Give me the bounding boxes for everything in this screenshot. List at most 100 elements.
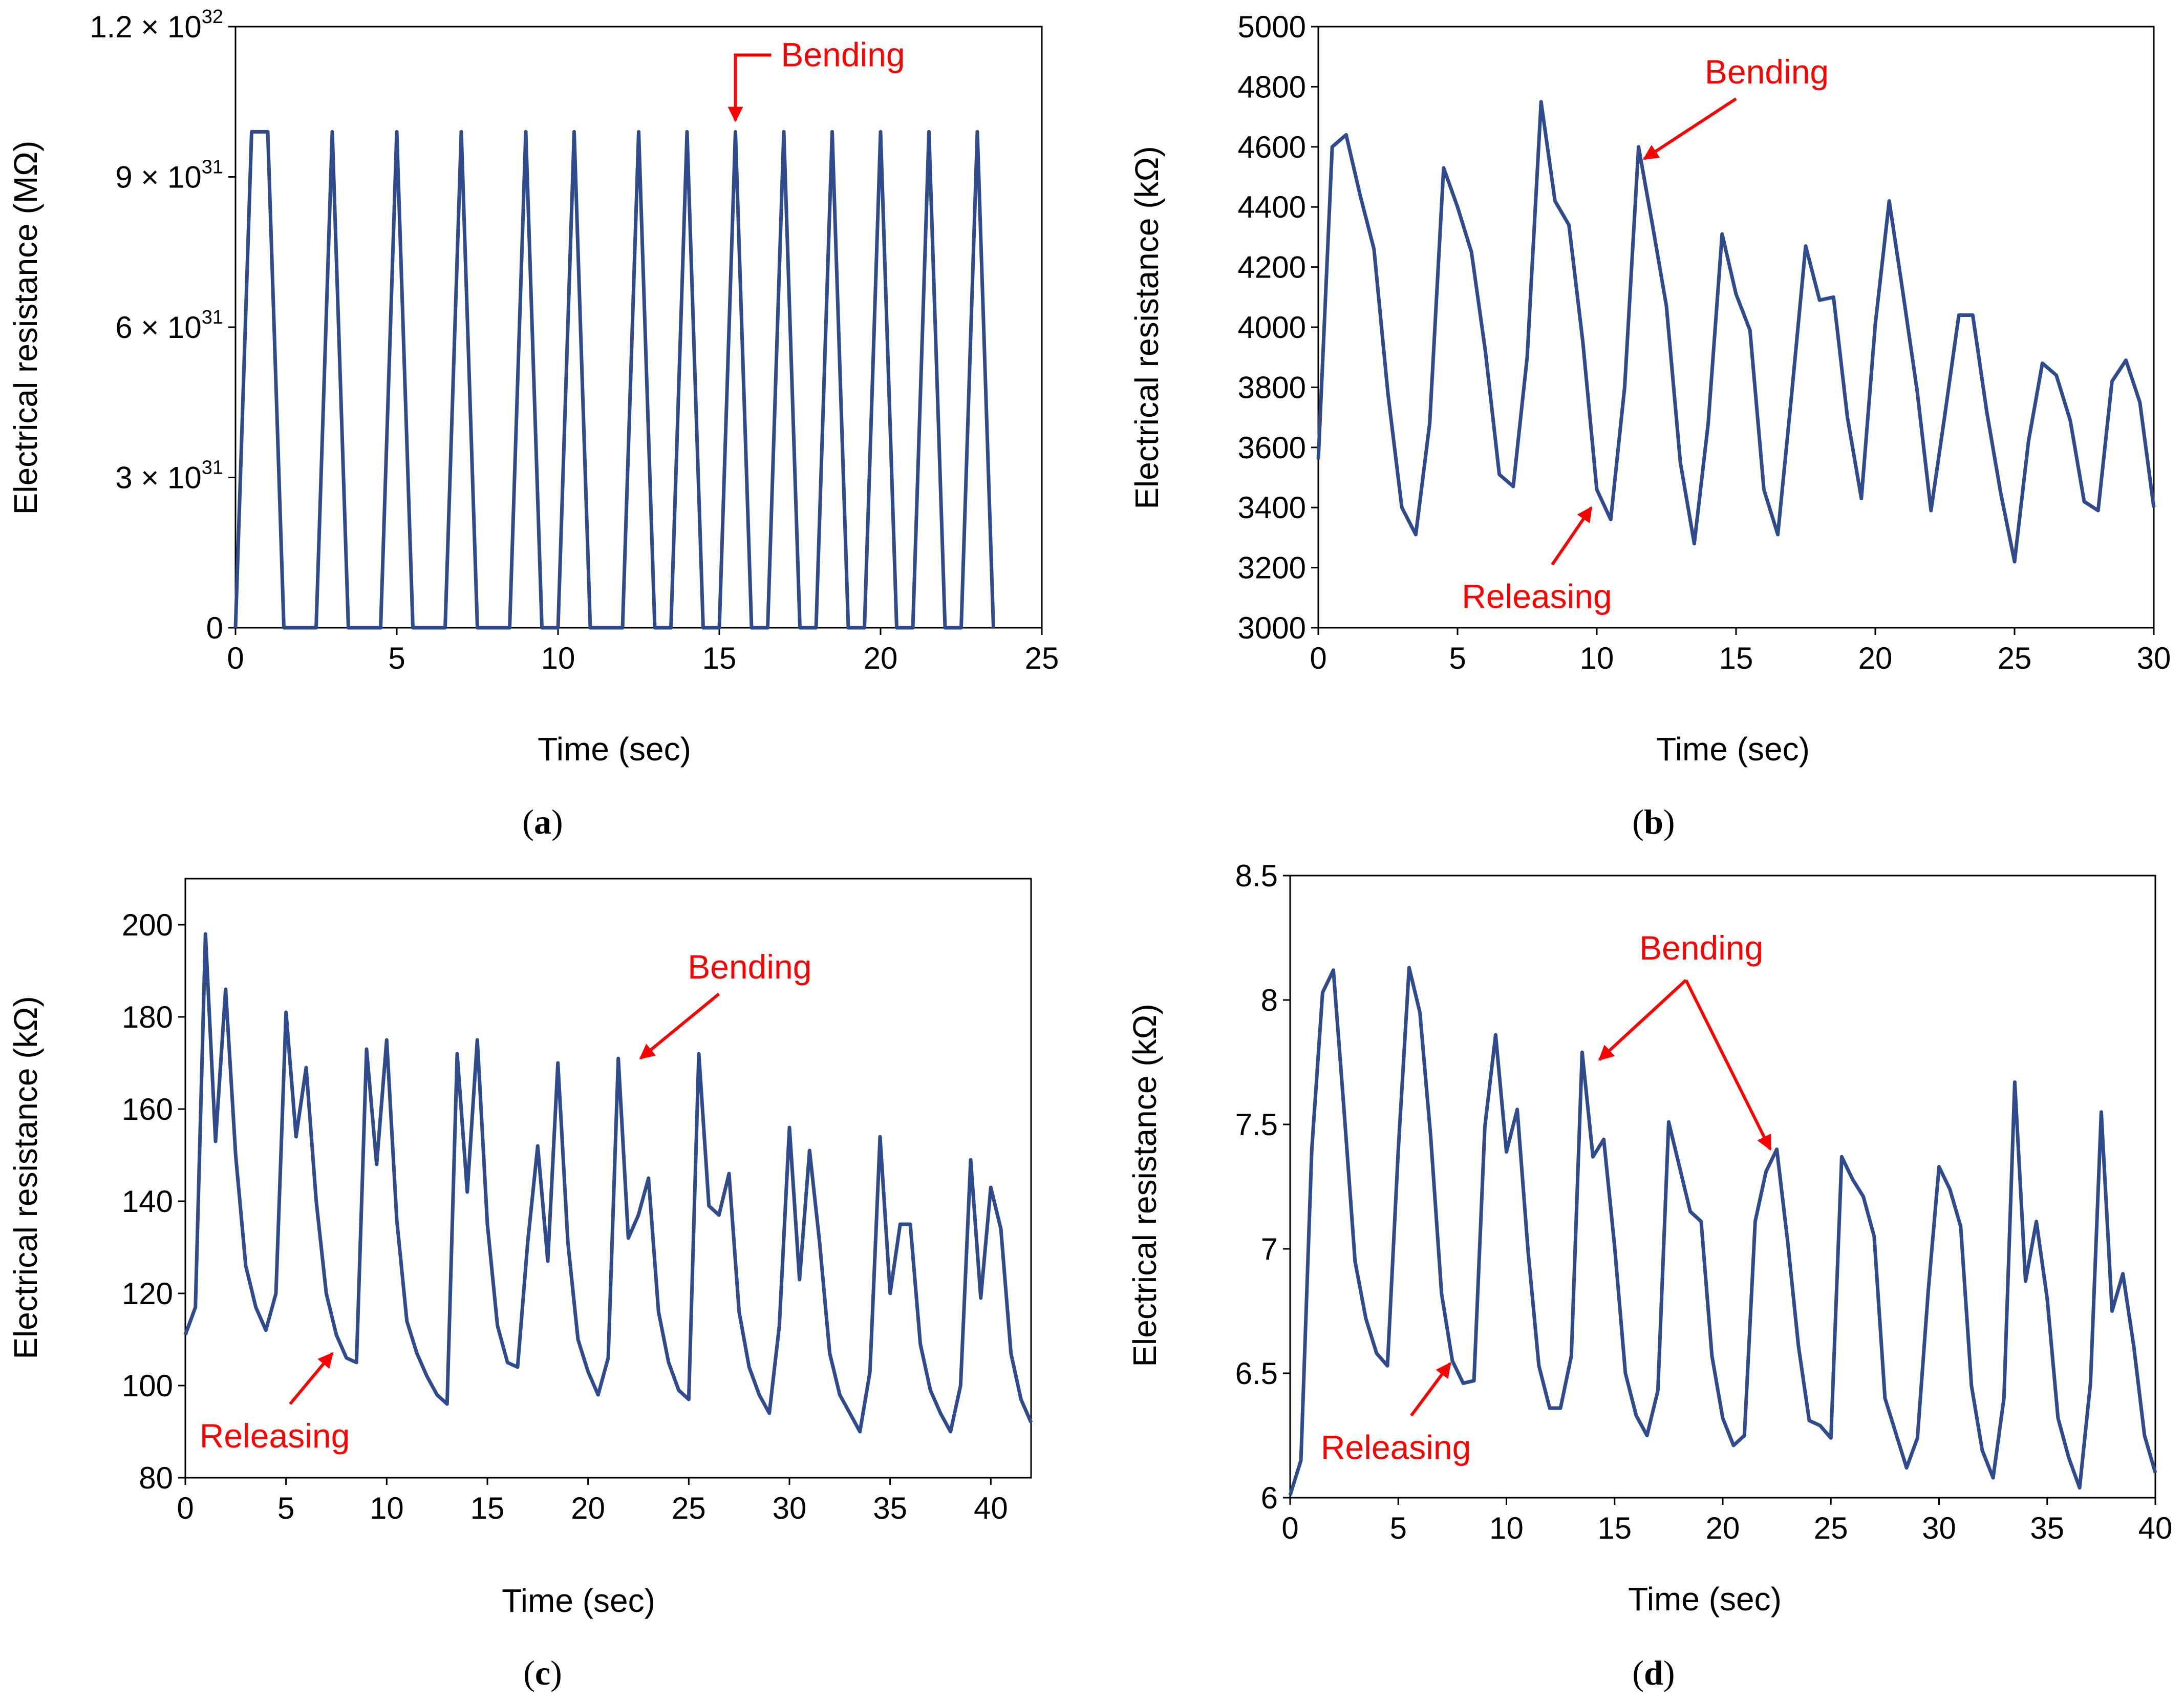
x-tick-label: 35 — [873, 1491, 907, 1525]
x-tick-label: 20 — [864, 641, 898, 675]
y-tick-label: 80 — [139, 1461, 173, 1495]
series-line-d — [1288, 966, 2157, 1496]
x-tick-label: 0 — [227, 641, 244, 675]
plot-area-c — [184, 878, 1032, 1479]
annotation-arrow — [1410, 1362, 1452, 1417]
caption-letter-b: b — [1644, 802, 1663, 841]
y-tick-label: 200 — [122, 908, 173, 942]
y-axis-label-d: Electrical resistance (kΩ) — [1126, 1004, 1163, 1367]
caption-letter-c: c — [535, 1653, 550, 1692]
x-tick-label: 40 — [974, 1491, 1008, 1525]
annotation-arrow — [1598, 978, 1687, 1061]
y-axis-label-b: Electrical resistance (kΩ) — [1128, 146, 1165, 509]
y-tick-label: 4200 — [1238, 250, 1306, 285]
caption-letter-d: d — [1644, 1653, 1663, 1692]
y-tick-label: 9 × 1031 — [115, 157, 223, 195]
caption-a: (a) — [522, 802, 563, 841]
y-tick-label: 0 — [206, 611, 223, 645]
annotations-c: Bending Releasing — [200, 948, 812, 1455]
annotation-arrow — [1684, 979, 1772, 1151]
x-tick-label: 10 — [1580, 641, 1614, 675]
y-tick-label: 3000 — [1238, 611, 1306, 645]
y-tick-label: 7 — [1261, 1232, 1278, 1266]
caption-letter-a: a — [534, 802, 551, 841]
y-tick-exponent: 31 — [202, 307, 223, 328]
y-tick-label: 4600 — [1238, 130, 1306, 164]
x-tick-label: 0 — [1310, 641, 1326, 675]
series-line-a — [233, 130, 995, 630]
y-tick-label: 4400 — [1238, 190, 1306, 224]
caption-b: (b) — [1632, 802, 1675, 841]
x-tick-label: 25 — [1025, 641, 1059, 675]
annotation-arrow — [289, 1352, 334, 1405]
bending-annotation: Bending — [781, 35, 905, 73]
y-tick-label: 160 — [122, 1092, 173, 1126]
ticks-b: 0 5 10 15 20 25 30 3000 3200 3400 3600 3800 4000 4200… — [1238, 10, 2171, 675]
y-tick-exponent: 31 — [202, 457, 223, 479]
x-tick-label: 0 — [1281, 1511, 1298, 1545]
y-tick-mantissa: 0 — [206, 611, 223, 645]
plot-area-b — [1317, 26, 2155, 629]
series-line-b — [1316, 100, 2156, 564]
y-tick-mantissa: 1.2 × 10 — [90, 10, 202, 44]
bending-annotation: Bending — [1639, 929, 1763, 967]
x-axis-label-c: Time (sec) — [502, 1582, 655, 1619]
x-tick-label: 15 — [702, 641, 737, 675]
y-tick-label: 7.5 — [1235, 1108, 1278, 1142]
annotations-a: Bending — [727, 35, 905, 122]
y-tick-label: 100 — [122, 1369, 173, 1403]
y-tick-label: 6 × 1031 — [115, 307, 223, 345]
y-tick-mantissa: 9 × 10 — [115, 160, 202, 195]
y-tick-mantissa: 6 × 10 — [115, 310, 202, 345]
x-tick-label: 25 — [672, 1491, 706, 1525]
y-tick-label: 3400 — [1238, 491, 1306, 525]
series-line-c — [183, 932, 1033, 1434]
x-tick-label: 15 — [1597, 1511, 1632, 1545]
y-tick-label: 3600 — [1238, 431, 1306, 465]
annotation-arrow — [727, 53, 772, 122]
ticks-c: 0 5 10 15 20 25 30 35 40 80 100 120 140 160 180 200 — [122, 908, 1008, 1525]
y-tick-exponent: 31 — [202, 157, 223, 178]
bending-annotation: Bending — [688, 948, 811, 986]
y-axis-label-c: Electrical resistance (kΩ) — [7, 996, 44, 1359]
panel-b: 0 5 10 15 20 25 30 3000 3200 3400 3600 3800 4000 4200… — [1128, 10, 2171, 841]
releasing-annotation: Releasing — [200, 1417, 350, 1455]
bending-annotation: Bending — [1705, 53, 1829, 91]
x-tick-label: 5 — [388, 641, 405, 675]
ticks-d: 0 5 10 15 20 25 30 35 40 6 6.5 7 7.5 8 8.5 — [1235, 859, 2173, 1545]
caption-c: (c) — [523, 1653, 562, 1692]
annotation-arrow — [639, 992, 720, 1060]
x-tick-label: 0 — [177, 1491, 194, 1525]
y-tick-label: 6.5 — [1235, 1356, 1278, 1391]
y-tick-label: 8.5 — [1235, 859, 1278, 893]
y-tick-mantissa: 3 × 10 — [115, 461, 202, 495]
x-tick-label: 30 — [1922, 1511, 1956, 1545]
y-tick-label: 140 — [122, 1184, 173, 1219]
y-tick-label: 8 — [1261, 983, 1278, 1017]
x-tick-label: 5 — [277, 1491, 294, 1525]
y-tick-label: 3800 — [1238, 370, 1306, 405]
releasing-annotation: Releasing — [1462, 578, 1612, 615]
panel-d: 0 5 10 15 20 25 30 35 40 6 6.5 7 7.5 8 8.5 Bending Rele… — [1126, 859, 2172, 1692]
caption-d: (d) — [1632, 1653, 1675, 1692]
x-tick-label: 15 — [1719, 641, 1753, 675]
x-tick-label: 15 — [470, 1491, 505, 1525]
annotations-b: Bending Releasing — [1462, 53, 1829, 615]
x-tick-label: 10 — [541, 641, 575, 675]
y-tick-label: 120 — [122, 1276, 173, 1311]
x-tick-label: 30 — [773, 1491, 807, 1525]
x-tick-label: 30 — [2137, 641, 2171, 675]
x-tick-label: 20 — [1858, 641, 1893, 675]
y-tick-label: 3200 — [1238, 551, 1306, 585]
y-tick-label: 3 × 1031 — [115, 457, 223, 495]
x-tick-label: 10 — [1489, 1511, 1524, 1545]
x-tick-label: 10 — [370, 1491, 404, 1525]
annotation-arrow — [1551, 506, 1593, 566]
x-tick-label: 20 — [1706, 1511, 1740, 1545]
annotations-d: Bending Releasing — [1321, 929, 1772, 1466]
x-tick-label: 20 — [571, 1491, 605, 1525]
x-tick-label: 25 — [1998, 641, 2032, 675]
